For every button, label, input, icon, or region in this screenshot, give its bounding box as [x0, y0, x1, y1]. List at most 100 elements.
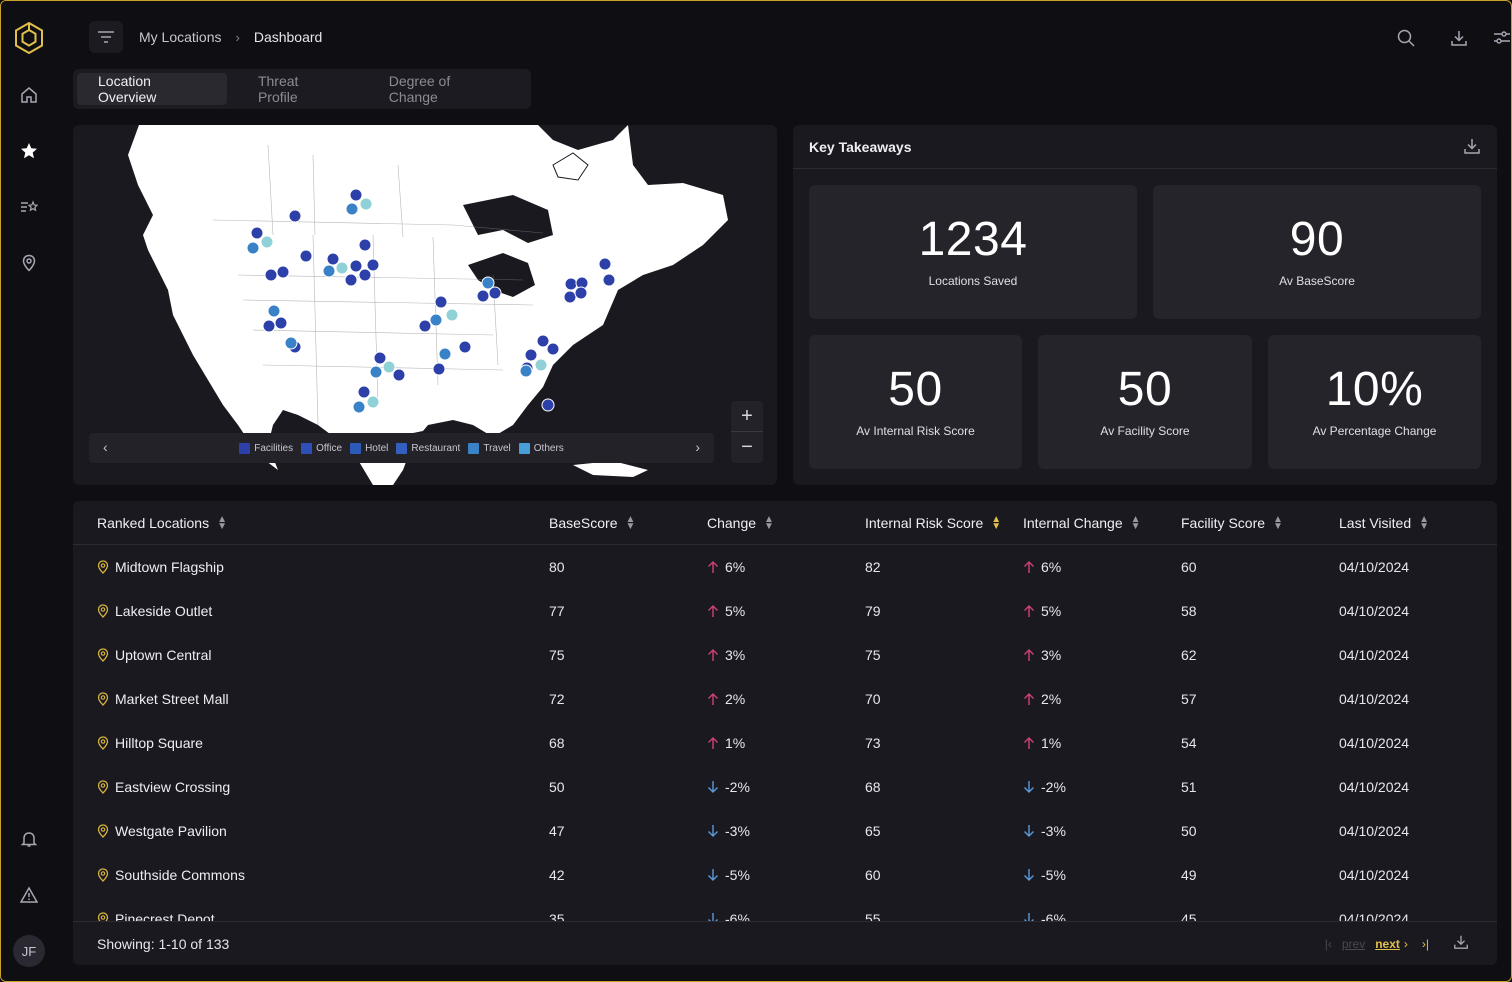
showing-count: Showing: 1-10 of 133 [97, 936, 230, 952]
table-row[interactable]: Southside Commons 42 -5% 60 -5% 49 04/10/2024 [73, 853, 1497, 897]
cell-last-visited: 04/10/2024 [1339, 867, 1410, 883]
column-last-visited[interactable]: Last Visited ▲ ▼ [1339, 515, 1429, 532]
cell-internal-change: -6% [1023, 911, 1066, 921]
legend-label: Others [533, 442, 564, 454]
first-page-icon[interactable]: |‹ [1324, 936, 1332, 951]
change-value: 3% [725, 647, 746, 663]
download-icon[interactable] [1453, 934, 1469, 953]
zoom-out-button[interactable]: − [741, 436, 753, 458]
avatar[interactable]: JF [13, 935, 45, 967]
breadcrumb-my-locations[interactable]: My Locations [139, 29, 222, 45]
location-markers[interactable] [246, 188, 616, 414]
sort-icon: ▲ ▼ [1273, 514, 1283, 532]
column-ranked-locations[interactable]: Ranked Locations ▲ ▼ [97, 515, 227, 532]
cell-change: 3% [707, 647, 745, 663]
cell-internal-risk-score: 60 [865, 867, 881, 883]
table-row[interactable]: Lakeside Outlet 77 5% 79 5% 58 04/10/2024 [73, 589, 1497, 633]
cell-location[interactable]: Hilltop Square [97, 735, 203, 751]
stat-locations-saved: 1234 Locations Saved [809, 185, 1137, 319]
stat-label: Av BaseScore [1279, 274, 1355, 288]
home-icon[interactable] [17, 83, 41, 107]
change-value: 3% [1041, 647, 1062, 663]
tab-degree-of-change[interactable]: Degree of Change [388, 73, 451, 105]
cell-last-visited: 04/10/2024 [1339, 647, 1410, 663]
north-america-map[interactable] [73, 125, 777, 485]
alert-triangle-icon[interactable] [17, 883, 41, 907]
legend-item-hotel[interactable]: Hotel [350, 442, 388, 454]
column-label: Change [707, 515, 757, 531]
map-pin-icon [97, 868, 109, 882]
cell-internal-change: 6% [1023, 559, 1061, 575]
cell-basescore: 72 [549, 691, 565, 707]
zoom-in-button[interactable]: + [731, 401, 763, 432]
legend-item-office[interactable]: Office [301, 442, 343, 454]
legend-item-restaurant[interactable]: Restaurant [396, 442, 461, 454]
cell-location[interactable]: Uptown Central [97, 647, 212, 663]
cell-location[interactable]: Westgate Pavilion [97, 823, 227, 839]
column-internal-risk-score[interactable]: Internal Risk Score ▲ ▼ [865, 515, 1001, 532]
cell-location[interactable]: Southside Commons [97, 867, 245, 883]
cell-last-visited: 04/10/2024 [1339, 559, 1410, 575]
table-row[interactable]: Midtown Flagship 80 6% 82 6% 60 04/10/2024 [73, 545, 1497, 589]
column-label: Internal Risk Score [865, 515, 984, 531]
key-takeaways-title: Key Takeaways [809, 138, 912, 155]
table-row[interactable]: Eastview Crossing 50 -2% 68 -2% 51 04/10/2024 [73, 765, 1497, 809]
column-change[interactable]: Change ▲ ▼ [707, 515, 774, 532]
table-row[interactable]: Pinecrest Depot 35 -6% 55 -6% 45 04/10/2024 [73, 897, 1497, 921]
stat-value: 1234 [918, 213, 1028, 266]
last-page-icon[interactable]: ›| [1421, 936, 1429, 951]
cell-location[interactable]: Lakeside Outlet [97, 603, 212, 619]
change-value: 5% [725, 603, 746, 619]
stat-value: 90 [1289, 213, 1345, 266]
cell-internal-risk-score: 79 [865, 603, 881, 619]
download-icon[interactable] [1448, 27, 1470, 49]
download-icon[interactable] [1463, 137, 1481, 158]
cell-internal-change: -2% [1023, 779, 1066, 795]
cell-facility-score: 45 [1181, 911, 1197, 921]
change-value: -3% [1041, 823, 1066, 839]
chevron-left-icon[interactable]: ‹ [103, 439, 108, 455]
table-row[interactable]: Hilltop Square 68 1% 73 1% 54 04/10/2024 [73, 721, 1497, 765]
legend-item-facilities[interactable]: Facilities [239, 442, 293, 454]
cell-location[interactable]: Market Street Mall [97, 691, 229, 707]
sliders-icon[interactable] [1491, 27, 1511, 49]
table-row[interactable]: Westgate Pavilion 47 -3% 65 -3% 50 04/10/2024 [73, 809, 1497, 853]
change-value: -6% [1041, 911, 1066, 921]
chevron-right-icon[interactable]: › [695, 439, 700, 455]
cell-location[interactable]: Pinecrest Depot [97, 911, 215, 921]
legend-item-others[interactable]: Others [518, 442, 564, 454]
legend-label: Office [316, 442, 343, 454]
stat-label: Av Facility Score [1100, 424, 1190, 438]
list-star-icon[interactable] [17, 195, 41, 219]
legend-swatch [301, 442, 313, 454]
cell-location[interactable]: Eastview Crossing [97, 779, 230, 795]
table-row[interactable]: Market Street Mall 72 2% 70 2% 57 04/10/2024 [73, 677, 1497, 721]
prev-page-link[interactable]: prev [1341, 936, 1366, 951]
column-facility-score[interactable]: Facility Score ▲ ▼ [1181, 514, 1283, 532]
tab-threat-profile[interactable]: Threat Profile [257, 73, 299, 105]
table-body: Midtown Flagship 80 6% 82 6% 60 04/10/2024 Lake… [73, 545, 1497, 921]
ranked-locations-table: Ranked Locations ▲ ▼ BaseScore ▲ ▼ Change ▲ ▼ … [73, 501, 1497, 965]
arrow-up-icon [1023, 692, 1035, 706]
cell-location[interactable]: Midtown Flagship [97, 559, 224, 575]
legend-item-travel[interactable]: Travel [468, 442, 511, 454]
tab-location-overview[interactable]: Location Overview [77, 73, 227, 105]
cell-facility-score: 54 [1181, 735, 1197, 751]
column-basescore[interactable]: BaseScore ▲ ▼ [549, 515, 635, 532]
filter-menu-button[interactable] [89, 21, 123, 53]
arrow-up-icon [707, 692, 719, 706]
arrow-down-icon [707, 868, 719, 882]
sort-icon: ▲ ▼ [1130, 514, 1141, 532]
arrow-down-icon [707, 780, 719, 794]
arrow-up-icon [707, 604, 719, 618]
column-internal-change[interactable]: Internal Change ▲ ▼ [1023, 514, 1141, 532]
hexagon-logo-icon[interactable] [12, 21, 46, 55]
next-page-link[interactable]: next [1375, 936, 1400, 951]
search-icon[interactable] [1395, 27, 1417, 49]
stat-value: 50 [1117, 363, 1173, 416]
bell-icon[interactable] [17, 827, 41, 851]
legend-label: Restaurant [411, 442, 461, 454]
star-icon[interactable] [17, 139, 41, 163]
table-row[interactable]: Uptown Central 75 3% 75 3% 62 04/10/2024 [73, 633, 1497, 677]
map-pin-icon[interactable] [17, 251, 41, 275]
